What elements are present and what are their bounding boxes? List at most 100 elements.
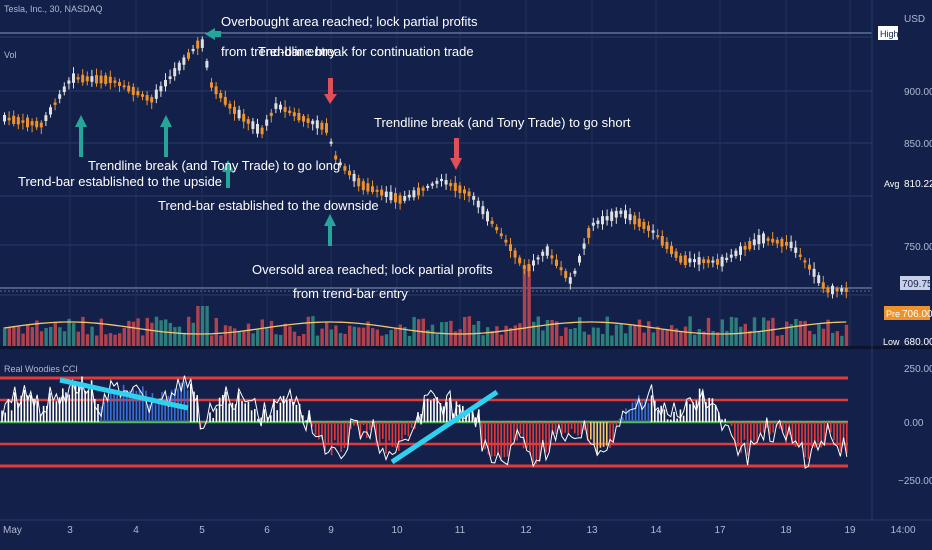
- volume-bar: [472, 324, 476, 346]
- candle-body: [394, 193, 397, 203]
- time-label-10: 10: [391, 525, 403, 536]
- annotation-trendbar-down: Trend-bar established to the downside: [158, 198, 379, 213]
- pre-badge: [884, 306, 900, 320]
- volume-bar: [113, 334, 117, 346]
- volume-bar: [794, 319, 798, 346]
- volume-bar: [30, 327, 34, 346]
- volume-bar: [624, 333, 628, 346]
- volume-bar: [840, 335, 844, 346]
- candle-body: [440, 178, 443, 182]
- candle-body: [196, 40, 200, 49]
- candle-body: [145, 95, 149, 101]
- volume-bar: [44, 327, 48, 346]
- price-axis[interactable]: USD 900.00 850.00 750.00 High Avg 810.22…: [871, 0, 932, 520]
- volume-bar: [527, 266, 531, 346]
- volume-bar: [53, 323, 57, 346]
- candle-body: [279, 104, 282, 110]
- volume-bar: [256, 329, 260, 346]
- candle-body: [780, 238, 784, 247]
- volume-bar: [739, 326, 743, 346]
- volume-bar: [196, 306, 200, 346]
- indicator-title[interactable]: Real Woodies CCI: [4, 364, 78, 374]
- volume-bar: [297, 335, 301, 346]
- candlesticks: [3, 36, 848, 299]
- candle-body: [670, 245, 673, 255]
- volume-bar: [380, 335, 384, 346]
- volume-bar: [58, 327, 62, 346]
- candle-body: [665, 241, 669, 249]
- volume-bar: [610, 335, 614, 346]
- volume-bar: [490, 331, 494, 346]
- volume-bar: [430, 324, 435, 346]
- candle-body: [177, 62, 181, 71]
- volume-bar: [812, 334, 816, 346]
- candle-body: [407, 194, 411, 198]
- volume-bar: [633, 325, 637, 346]
- candle-body: [223, 96, 227, 105]
- volume-bar: [495, 326, 499, 346]
- candle-body: [582, 243, 586, 249]
- annotation-trendline-short: Trendline break (and Tony Trade) to go s…: [374, 115, 631, 130]
- volume-bar: [274, 334, 278, 346]
- candle-body: [614, 210, 618, 218]
- candle-body: [444, 180, 448, 185]
- cci-axis-minus250: −250.00: [898, 476, 932, 487]
- candle-body: [136, 91, 140, 96]
- volume-bar: [532, 321, 536, 346]
- time-axis[interactable]: May 3 4 5 6 9 10 11 12 13 14 17 18 19 14…: [0, 519, 932, 550]
- candle-body: [246, 119, 250, 124]
- symbol-title[interactable]: Tesla, Inc., 30, NASDAQ: [4, 4, 103, 14]
- volume-bar: [26, 324, 30, 346]
- volume-bar: [292, 331, 297, 346]
- candle-body: [154, 89, 158, 99]
- volume-bar: [159, 320, 163, 346]
- candle-body: [785, 242, 788, 246]
- candle-body: [398, 195, 402, 204]
- candle-body: [522, 265, 526, 269]
- volume-bar: [578, 317, 582, 346]
- candle-body: [812, 268, 816, 277]
- cci-trendline-down: [59, 377, 189, 411]
- candle-body: [30, 121, 34, 126]
- volume-bar: [352, 326, 356, 346]
- candle-body: [430, 183, 434, 186]
- annotation-trendline-long: Trendline break (and Tony Trade) to go l…: [88, 158, 340, 173]
- volume-bar: [509, 327, 513, 346]
- candle-body: [311, 120, 315, 125]
- volume-bar: [458, 329, 462, 346]
- candle-body: [214, 86, 218, 95]
- volume-bar: [679, 331, 683, 346]
- volume-bar: [518, 323, 522, 346]
- volume-bar: [49, 326, 53, 346]
- pane-separator[interactable]: [0, 346, 932, 349]
- volume-bar: [306, 316, 310, 346]
- candle-body: [49, 107, 52, 115]
- candle-body: [35, 120, 39, 128]
- volume-bar: [541, 330, 545, 346]
- volume-bar: [734, 317, 738, 346]
- volume-legend[interactable]: Vol: [4, 50, 17, 60]
- candle-body: [21, 120, 25, 123]
- volume-bars: [3, 266, 849, 346]
- cci-pane[interactable]: [0, 349, 872, 520]
- candle-body: [265, 119, 269, 126]
- candle-body: [752, 239, 756, 246]
- volume-bar: [743, 323, 747, 346]
- arrow-up-icon: [222, 160, 234, 172]
- volume-bar: [118, 333, 122, 346]
- volume-bar: [642, 332, 646, 346]
- volume-bar: [729, 316, 734, 346]
- candle-body: [656, 235, 660, 238]
- volume-bar: [614, 324, 619, 346]
- candle-body: [292, 112, 296, 117]
- annotation-trendbar-up: Trend-bar established to the upside: [18, 174, 222, 189]
- volume-bar: [182, 332, 186, 346]
- candle-body: [550, 255, 554, 259]
- candle-body: [187, 52, 190, 59]
- candle-body: [624, 210, 627, 219]
- time-label-4: 4: [133, 525, 139, 536]
- volume-bar: [35, 320, 39, 346]
- volume-bar: [205, 306, 209, 346]
